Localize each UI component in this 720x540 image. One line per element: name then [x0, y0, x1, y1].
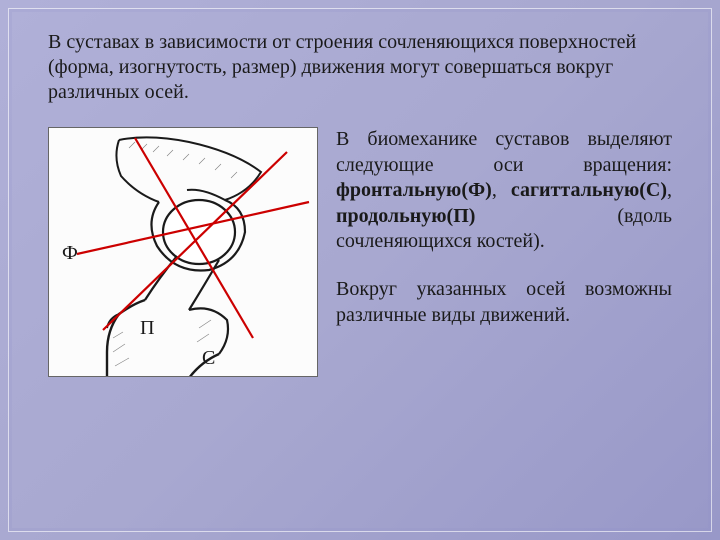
- label-frontal: Ф: [62, 242, 78, 265]
- label-sagittal: С: [202, 347, 215, 370]
- label-longitudinal: П: [140, 317, 154, 340]
- joint-diagram: [48, 127, 318, 377]
- bone-drawing: [107, 137, 261, 377]
- diagram-wrap: Ф П С: [48, 127, 318, 377]
- joint-svg: [49, 128, 318, 377]
